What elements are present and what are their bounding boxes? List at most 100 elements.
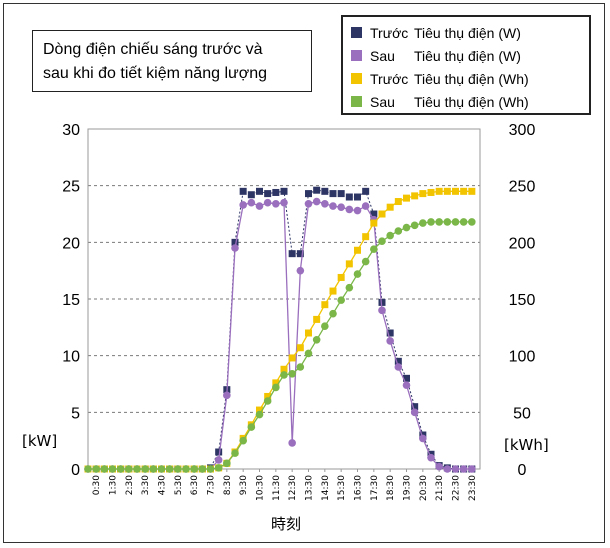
left-axis-ticks: 0 5 10 15 20 25 30 xyxy=(62,122,80,479)
x-tick-label: 19:30 xyxy=(403,475,413,501)
series-point-4 xyxy=(296,363,305,371)
series-point-4 xyxy=(345,283,354,292)
series-point-2 xyxy=(361,202,370,210)
x-axis-ticks: 0:30 1:30 2:30 3:30 4:30 5:30 6:30 7:30 8:30 9:30… xyxy=(92,469,478,501)
series-point-3 xyxy=(452,187,459,195)
series-point-3 xyxy=(337,273,345,281)
series-point-3 xyxy=(370,219,378,227)
chart-frame: 0 5 10 15 20 25 30 0 50 100 150 200 250 300 0:30 1:30… xyxy=(3,3,605,543)
series-point-1 xyxy=(394,357,402,365)
series-point-2 xyxy=(255,202,264,210)
left-tick-label: 30 xyxy=(62,122,80,139)
series-point-3 xyxy=(362,233,370,241)
legend-label: Tiêu thụ điện (W) xyxy=(414,24,521,41)
series-line-2 xyxy=(88,200,472,470)
right-tick-label: 0 xyxy=(518,462,527,479)
series-point-1 xyxy=(370,210,378,218)
series-point-4 xyxy=(182,465,190,473)
x-tick-label: 10:30 xyxy=(256,475,266,501)
series-point-4 xyxy=(157,465,166,473)
series-point-1 xyxy=(386,329,394,337)
series-point-2 xyxy=(329,202,337,210)
legend-prefix: Trước xyxy=(370,70,409,87)
series-point-1 xyxy=(296,250,304,258)
series-point-2 xyxy=(345,205,354,214)
legend-prefix: Sau xyxy=(370,93,395,110)
series-point-3 xyxy=(443,187,451,195)
series-point-2 xyxy=(280,198,288,207)
series-point-3 xyxy=(354,246,361,254)
x-tick-label: 8:30 xyxy=(223,475,233,495)
series-point-2 xyxy=(223,391,231,400)
series-point-3 xyxy=(288,354,296,362)
series-point-3 xyxy=(378,210,386,218)
right-tick-label: 100 xyxy=(509,349,536,366)
left-tick-label: 10 xyxy=(62,349,80,366)
series-point-4 xyxy=(255,410,264,419)
series-point-4 xyxy=(386,231,394,240)
chart-title-line-2: sau khi đo tiết kiệm năng lượng xyxy=(43,65,267,82)
series-point-4 xyxy=(394,227,403,235)
series-point-3 xyxy=(435,187,443,195)
legend-item-truoc-w: Trước Tiêu thụ điện (W) xyxy=(351,21,581,44)
series-point-1 xyxy=(411,403,419,411)
series-point-2 xyxy=(459,465,468,473)
series-point-3 xyxy=(280,365,288,373)
series-point-4 xyxy=(247,423,256,431)
legend-label: Tiêu thụ điện (Wh) xyxy=(414,70,529,87)
legend-label: Tiêu thụ điện (W) xyxy=(414,47,521,64)
series-point-4 xyxy=(214,464,223,472)
series-point-3 xyxy=(305,329,312,337)
series-point-3 xyxy=(264,392,272,400)
series-point-3 xyxy=(296,344,304,352)
x-tick-label: 2:30 xyxy=(125,475,135,495)
right-tick-label: 300 xyxy=(509,122,536,139)
series-point-1 xyxy=(215,448,223,456)
chart-legend: Trước Tiêu thụ điện (W) Sau Tiêu thụ điệ… xyxy=(341,15,591,115)
series-point-1 xyxy=(264,190,272,198)
x-tick-label: 4:30 xyxy=(158,475,168,495)
series-point-4 xyxy=(198,465,207,473)
series-point-2 xyxy=(402,381,411,389)
x-tick-label: 23:30 xyxy=(468,475,478,501)
series-point-2 xyxy=(239,201,247,209)
series-point-3 xyxy=(427,188,435,196)
series-point-1 xyxy=(329,190,337,198)
series-point-4 xyxy=(468,218,476,226)
right-tick-label: 150 xyxy=(509,292,536,309)
left-tick-label: 5 xyxy=(71,405,80,422)
left-tick-label: 25 xyxy=(62,179,80,196)
series-point-4 xyxy=(378,237,386,245)
series-point-4 xyxy=(231,449,239,457)
series-point-2 xyxy=(288,439,296,447)
axes xyxy=(87,128,481,470)
series-point-2 xyxy=(214,456,223,464)
legend-prefix: Trước xyxy=(370,24,409,41)
series-point-2 xyxy=(321,200,329,208)
x-tick-label: 9:30 xyxy=(239,475,249,495)
series-point-4 xyxy=(312,336,321,344)
chart-title-line-1: Dòng điện chiếu sáng trước và xyxy=(43,41,263,58)
series-group xyxy=(84,186,476,473)
series-line-1 xyxy=(88,189,472,470)
series-point-2 xyxy=(386,337,394,345)
x-tick-label: 6:30 xyxy=(190,475,200,495)
legend-item-sau-wh: Sau Tiêu thụ điện (Wh) xyxy=(351,90,581,113)
series-point-3 xyxy=(329,287,337,295)
series-point-1 xyxy=(256,187,263,195)
series-point-1 xyxy=(239,187,247,195)
series-point-4 xyxy=(100,465,109,473)
series-point-4 xyxy=(280,371,288,379)
series-point-1 xyxy=(313,186,321,194)
left-tick-label: 20 xyxy=(62,235,80,252)
series-point-1 xyxy=(337,190,345,198)
left-axis-unit-label: [kW] xyxy=(22,432,57,450)
series-point-1 xyxy=(305,190,312,198)
legend-prefix: Sau xyxy=(370,47,395,64)
series-point-2 xyxy=(451,465,460,473)
series-point-4 xyxy=(239,436,247,445)
x-tick-label: 12:30 xyxy=(288,475,298,501)
series-point-2 xyxy=(231,244,239,252)
legend-swatch-truoc-wh xyxy=(351,73,362,84)
series-point-1 xyxy=(231,238,239,246)
